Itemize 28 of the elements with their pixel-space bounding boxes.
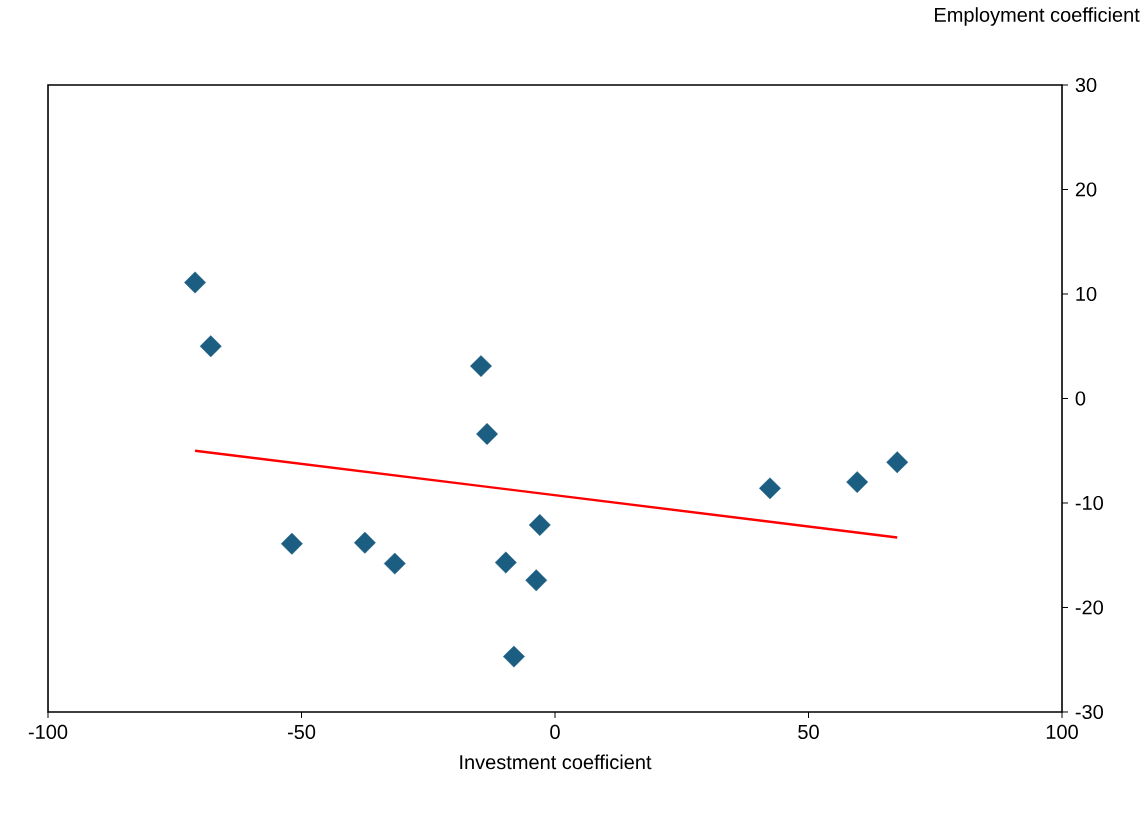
x-tick-label: -50 (287, 724, 316, 740)
x-tick-label: 0 (550, 724, 560, 740)
x-tick-label: -100 (28, 724, 68, 740)
point (759, 477, 781, 500)
x-tick-label: 50 (798, 724, 819, 740)
y-axis-title: Employment coefficient (935, 7, 1140, 26)
y-tick-label: 30 (1075, 77, 1097, 93)
x-axis-title: Investment coefficient (460, 754, 652, 770)
y-tick-label: -30 (1075, 704, 1103, 720)
point (383, 552, 406, 575)
point (199, 335, 222, 358)
x-tick-label: 100 (1046, 724, 1078, 740)
y-tick-label: 0 (1075, 391, 1086, 406)
y-tick-label: -10 (1075, 495, 1103, 511)
point (525, 569, 548, 592)
y-tick-label: 20 (1075, 182, 1097, 197)
point (528, 514, 551, 536)
point (494, 551, 517, 574)
point (503, 645, 525, 668)
point (353, 531, 376, 554)
point (280, 532, 303, 555)
point (846, 471, 869, 493)
point (184, 271, 206, 294)
point (476, 423, 498, 445)
y-tick-label: -20 (1075, 600, 1103, 615)
point (886, 451, 909, 474)
point (470, 355, 492, 377)
y-tick-label: 10 (1076, 286, 1097, 302)
